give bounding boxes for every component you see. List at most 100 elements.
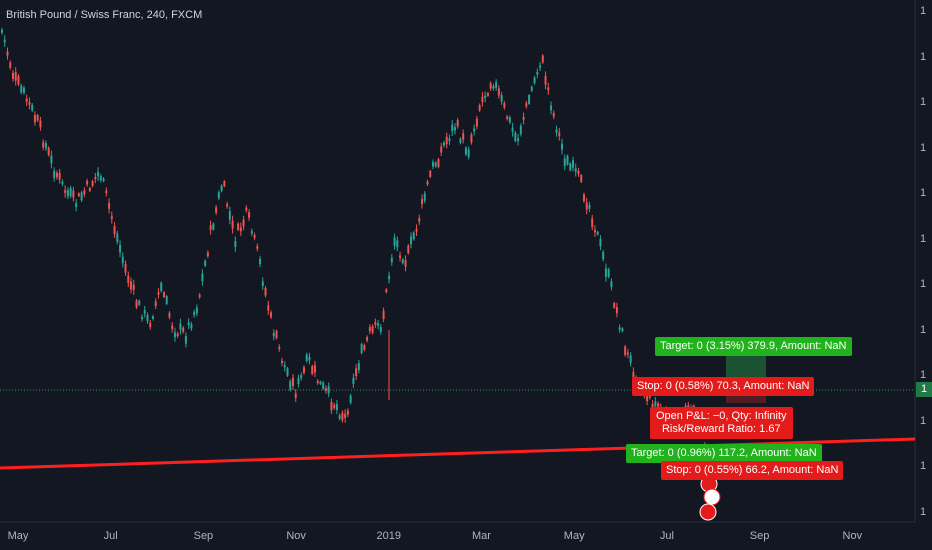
candle-body bbox=[300, 375, 303, 378]
target-label[interactable]: Target: 0 (0.96%) 117.2, Amount: NaN bbox=[626, 444, 822, 463]
candle-body bbox=[492, 85, 495, 89]
candle-body bbox=[278, 347, 281, 350]
candle-body bbox=[566, 155, 569, 165]
candle-body bbox=[621, 328, 624, 332]
candle-body bbox=[250, 230, 253, 234]
candle-body bbox=[561, 143, 564, 150]
candle-body bbox=[399, 255, 402, 258]
candle-body bbox=[259, 258, 262, 265]
price-tick-label: 1 bbox=[920, 505, 927, 518]
candle-body bbox=[6, 51, 9, 56]
candle-body bbox=[201, 273, 204, 282]
price-tick-label: 1 bbox=[920, 369, 927, 381]
candle-body bbox=[519, 125, 522, 135]
candle-body bbox=[20, 85, 23, 93]
candle-body bbox=[9, 62, 12, 68]
candle-body bbox=[17, 75, 20, 85]
idea-marker[interactable] bbox=[699, 503, 717, 521]
candle-body bbox=[160, 282, 163, 292]
candle-body bbox=[525, 103, 528, 107]
candle-body bbox=[374, 321, 377, 325]
candle-body bbox=[453, 127, 456, 131]
candle-body bbox=[442, 142, 445, 146]
time-tick-label: Nov bbox=[842, 530, 863, 542]
candle-body bbox=[582, 194, 585, 202]
candle-body bbox=[190, 324, 193, 329]
candle-body bbox=[528, 95, 531, 104]
candle-body bbox=[602, 252, 605, 260]
candle-body bbox=[209, 225, 212, 230]
candle-body bbox=[366, 337, 369, 341]
time-tick-label: Jul bbox=[103, 530, 118, 542]
candle-body bbox=[423, 193, 426, 201]
candle-body bbox=[484, 95, 487, 99]
candle-body bbox=[64, 190, 67, 193]
candle-body bbox=[138, 300, 141, 305]
candle-body bbox=[99, 176, 102, 181]
candle-body bbox=[571, 160, 574, 168]
candle-body bbox=[319, 381, 322, 384]
candle-body bbox=[327, 386, 330, 394]
candle-body bbox=[388, 275, 391, 280]
candle-body bbox=[14, 71, 17, 81]
candle-body bbox=[305, 354, 308, 361]
candle-body bbox=[239, 227, 242, 232]
candle-body bbox=[489, 83, 492, 89]
position-pnl-box[interactable]: Open P&L: −0, Qty: Infinity Risk/Reward … bbox=[650, 407, 793, 439]
time-tick-label: Jul bbox=[659, 530, 674, 542]
candle-body bbox=[550, 105, 553, 111]
candle-body bbox=[355, 368, 358, 376]
candle-body bbox=[270, 312, 273, 318]
candle-body bbox=[352, 377, 355, 384]
candle-body bbox=[132, 284, 135, 290]
candle-body bbox=[544, 75, 547, 85]
candle-body bbox=[119, 245, 122, 253]
candle-body bbox=[415, 228, 418, 232]
candle-body bbox=[215, 207, 218, 213]
candle-body bbox=[593, 230, 596, 233]
candle-body bbox=[613, 303, 616, 308]
candle-body bbox=[237, 223, 240, 230]
candle-body bbox=[335, 403, 338, 411]
chart-title: British Pound / Swiss Franc, 240, FXCM bbox=[6, 9, 203, 21]
candle-body bbox=[102, 178, 105, 182]
candle-body bbox=[377, 323, 380, 326]
candle-body bbox=[80, 192, 83, 201]
stop-label[interactable]: Stop: 0 (0.58%) 70.3, Amount: NaN bbox=[632, 377, 815, 396]
candle-body bbox=[47, 147, 50, 156]
candle-body bbox=[297, 378, 300, 385]
candle-body bbox=[338, 415, 341, 419]
candle-body bbox=[368, 327, 371, 332]
price-tick-label: 1 bbox=[920, 460, 927, 472]
candle-body bbox=[248, 212, 251, 218]
candle-body bbox=[28, 102, 31, 105]
candle-body bbox=[577, 170, 580, 174]
stop-label[interactable]: Stop: 0 (0.55%) 66.2, Amount: NaN bbox=[661, 461, 844, 480]
candle-body bbox=[632, 371, 635, 378]
candle-body bbox=[503, 102, 506, 108]
candle-body bbox=[508, 117, 511, 123]
candle-body bbox=[234, 241, 237, 248]
candle-body bbox=[253, 234, 256, 238]
candle-body bbox=[536, 71, 539, 75]
candle-body bbox=[464, 147, 467, 155]
candle-body bbox=[44, 143, 47, 149]
candle-body bbox=[486, 92, 489, 96]
idea-marker[interactable] bbox=[703, 488, 721, 506]
candle-body bbox=[141, 316, 144, 320]
candle-body bbox=[187, 322, 190, 326]
candle-body bbox=[569, 163, 572, 171]
trendline[interactable] bbox=[0, 437, 916, 470]
time-tick-label: Sep bbox=[749, 530, 770, 542]
price-tick-label: 1 bbox=[920, 50, 927, 63]
candle-body bbox=[517, 138, 520, 141]
time-tick-label: May bbox=[7, 530, 29, 542]
candle-body bbox=[333, 404, 336, 408]
time-tick-label: Sep bbox=[193, 530, 214, 542]
candle-body bbox=[437, 159, 440, 167]
candle-body bbox=[552, 113, 555, 117]
target-label[interactable]: Target: 0 (3.15%) 379.9, Amount: NaN bbox=[655, 337, 852, 356]
candle-body bbox=[91, 181, 94, 186]
candle-body bbox=[604, 268, 607, 277]
candle-body bbox=[143, 309, 146, 314]
